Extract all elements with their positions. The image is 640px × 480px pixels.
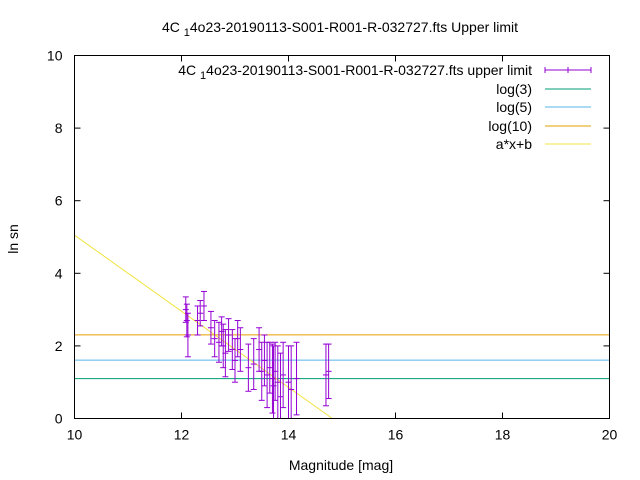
data-point (182, 296, 189, 323)
data-point (274, 345, 281, 419)
data-point (272, 341, 279, 401)
x-tick-label: 10 (67, 427, 83, 443)
legend-label-rest: 4o23-20190113-S001-R001-R-032727.fts upp… (206, 62, 532, 78)
x-tick-label: 16 (388, 427, 404, 443)
data-point (184, 312, 191, 358)
data-point (237, 327, 244, 372)
x-tick-label: 20 (602, 427, 618, 443)
y-axis-label: ln sn (5, 224, 21, 254)
x-axis-label: Magnitude [mag] (289, 457, 393, 473)
legend-label-log3: log(3) (496, 81, 532, 97)
data-point (232, 338, 238, 383)
data-point (261, 334, 268, 387)
data-point (225, 318, 232, 352)
data-point (322, 343, 329, 407)
y-tick-label: 6 (55, 193, 63, 209)
data-point (325, 343, 332, 400)
data-point (266, 341, 273, 394)
data-point (222, 329, 229, 378)
data-point (200, 290, 207, 321)
data-point (258, 341, 265, 401)
y-tick-label: 10 (47, 48, 63, 64)
fit-line (74, 234, 333, 419)
plot-frame (74, 55, 610, 419)
data-point (220, 323, 227, 369)
data-point (211, 319, 218, 358)
data-point (234, 319, 241, 358)
legend-label-upper-limit: 4C 14o23-20190113-S001-R001-R-032727.fts… (178, 62, 532, 82)
chart-title: 4C 14o23-20190113-S001-R001-R-032727.fts… (162, 19, 518, 39)
data-point (183, 303, 190, 338)
y-tick-label: 4 (55, 265, 63, 281)
data-point (250, 338, 257, 390)
legend-label-main: 4C (178, 62, 200, 78)
data-points (182, 290, 332, 419)
data-point (293, 341, 300, 416)
data-point (245, 343, 252, 392)
data-point (207, 310, 214, 345)
data-point (285, 345, 292, 419)
legend-label-subscript: 1 (200, 70, 206, 82)
data-point (264, 341, 271, 409)
data-point (229, 329, 236, 370)
chart-title-main: 4C (162, 19, 184, 35)
legend-label-log10: log(10) (488, 118, 532, 134)
reference-lines (74, 334, 610, 380)
legend-label-fit: a*x+b (496, 136, 532, 152)
y-tick-label: 2 (55, 338, 63, 354)
data-point (215, 321, 222, 363)
x-tick-label: 18 (495, 427, 511, 443)
legend-label-log5: log(5) (496, 99, 532, 115)
chart-title-subscript: 1 (184, 27, 190, 39)
legend: 4C 14o23-20190113-S001-R001-R-032727.fts… (178, 62, 592, 152)
y-tick-label: 0 (55, 411, 63, 427)
x-tick-label: 12 (174, 427, 190, 443)
data-point (197, 300, 204, 327)
data-point (277, 352, 284, 419)
data-point (194, 305, 201, 336)
fit-line-group (74, 234, 333, 419)
y-tick-label: 8 (55, 120, 63, 136)
data-point (280, 341, 287, 409)
chart-title-rest: 4o23-20190113-S001-R001-R-032727.fts Upp… (190, 19, 518, 35)
x-tick-label: 14 (281, 427, 297, 443)
data-point (269, 343, 276, 414)
legend-swatches (544, 67, 592, 145)
